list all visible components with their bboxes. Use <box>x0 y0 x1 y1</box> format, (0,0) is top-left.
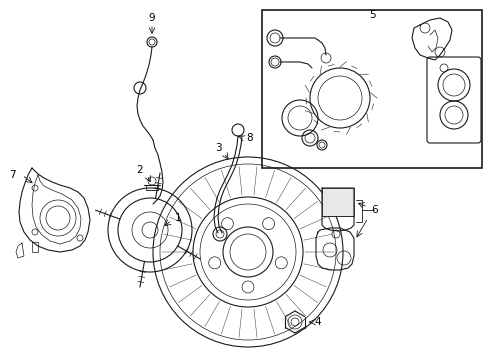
Text: 5: 5 <box>368 10 375 20</box>
Text: 8: 8 <box>246 133 253 143</box>
Text: 7: 7 <box>9 170 15 180</box>
Text: 2: 2 <box>137 165 143 175</box>
Bar <box>322 188 354 216</box>
Text: 4: 4 <box>315 317 321 327</box>
Text: 1: 1 <box>175 213 181 223</box>
Bar <box>262 10 482 168</box>
Text: 3: 3 <box>215 143 221 153</box>
Text: 9: 9 <box>148 13 155 23</box>
Text: 6: 6 <box>372 205 378 215</box>
